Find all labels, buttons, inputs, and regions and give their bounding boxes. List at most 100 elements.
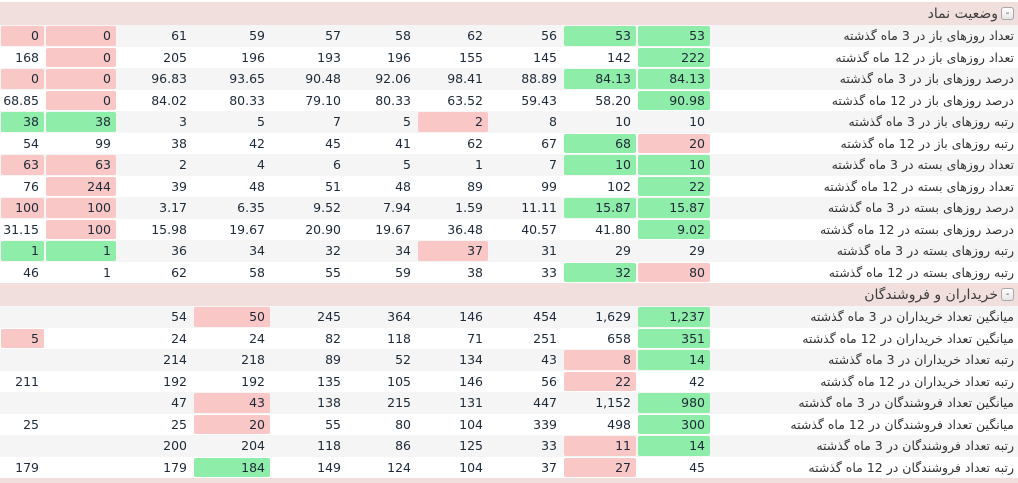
collapse-toggle-button[interactable]: - (1001, 7, 1014, 20)
value-bar: 45 (325, 135, 341, 151)
value-cell: 68 (563, 133, 637, 155)
positive-value-bar: 1 (1, 241, 44, 261)
value-cell: 222 (637, 47, 711, 69)
value-cell: 71 (417, 328, 489, 350)
value-cell: 155 (417, 47, 489, 69)
value-cell: 37 (489, 457, 563, 479)
negative-value-bar: 0 (46, 69, 116, 89)
value-bar: 498 (607, 416, 631, 432)
table-row: 211 192 192 135 105 146 56 22 42 رتبه تعداد خریدا… (0, 370, 1018, 393)
negative-value-bar: 0 (1, 26, 44, 46)
section-header: - وضعیت نماد (0, 2, 1018, 25)
value-bar: 142 (607, 49, 631, 65)
table-row: 54 50 245 364 146 454 1,629 1,237 میانگین تعداد … (0, 306, 1018, 328)
value-bar: 67 (541, 135, 557, 151)
value-bar: 33 (541, 438, 557, 454)
value-cell: 68.85 (0, 90, 45, 112)
value-cell: 63.52 (417, 90, 489, 112)
value-bar: 19.67 (375, 221, 411, 237)
value-bar (1, 393, 44, 413)
value-bar: 25 (23, 416, 39, 432)
value-cell: 24 (193, 328, 271, 350)
value-cell: 3.17 (117, 197, 193, 219)
value-bar: 205 (163, 49, 187, 65)
value-bar: 6 (333, 157, 341, 173)
table-row: 46 1 62 58 55 59 38 33 32 80 رتبه روزهای بسته در 1… (0, 261, 1018, 284)
value-cell: 20 (637, 133, 711, 155)
value-bar (1, 350, 44, 370)
value-bar: 86 (395, 438, 411, 454)
value-bar: 179 (15, 459, 39, 475)
value-cell: 51 (271, 176, 347, 198)
positive-value-bar: 15.87 (564, 198, 636, 218)
value-bar (1, 307, 44, 327)
value-bar: 7 (549, 157, 557, 173)
value-cell: 38 (117, 133, 193, 155)
value-cell: 146 (417, 306, 489, 328)
value-cell: 980 (637, 392, 711, 414)
value-bar: 59.43 (521, 92, 557, 108)
table-row: 168 0 205 196 193 196 155 145 142 222 تعداد روزهای… (0, 46, 1018, 69)
positive-value-bar: 15.87 (638, 198, 710, 218)
value-cell: 10 (637, 154, 711, 176)
value-cell: 7 (271, 111, 347, 133)
value-cell: 339 (489, 414, 563, 436)
value-cell: 63 (0, 154, 45, 176)
value-bar: 125 (459, 438, 483, 454)
value-bar: 54 (23, 135, 39, 151)
value-cell: 211 (0, 371, 45, 393)
value-cell: 36.48 (417, 219, 489, 241)
value-cell: 1,629 (563, 306, 637, 328)
negative-value-bar: 63 (46, 155, 116, 175)
value-cell: 498 (563, 414, 637, 436)
row-label: میانگین تعداد خریداران در 3 ماه گذشته (810, 309, 1014, 325)
value-cell: 62 (417, 25, 489, 47)
value-cell: 33 (489, 262, 563, 284)
value-bar: 215 (387, 395, 411, 411)
value-bar: 6.35 (237, 200, 265, 216)
positive-value-bar: 53 (564, 26, 636, 46)
value-cell: 146 (417, 371, 489, 393)
value-cell: 1 (417, 154, 489, 176)
value-cell: 54 (117, 306, 193, 328)
value-cell: 149 (271, 457, 347, 479)
value-cell: 15.87 (563, 197, 637, 219)
value-cell: 179 (0, 457, 45, 479)
value-cell: 134 (417, 349, 489, 371)
value-bar: 11.11 (521, 200, 557, 216)
value-bar: 80.33 (375, 92, 411, 108)
value-bar: 138 (317, 395, 341, 411)
value-cell: 138 (271, 392, 347, 414)
collapse-toggle-button[interactable]: - (1001, 288, 1014, 301)
value-cell: 3 (117, 111, 193, 133)
positive-value-bar: 14 (638, 350, 710, 370)
positive-value-bar: 14 (638, 436, 710, 456)
value-cell (0, 349, 45, 371)
value-cell: 55 (271, 414, 347, 436)
value-bar: 76 (23, 178, 39, 194)
value-bar: 37 (541, 459, 557, 475)
value-cell: 1 (45, 262, 117, 284)
value-cell: 2 (117, 154, 193, 176)
positive-value-bar: 90.98 (638, 90, 710, 110)
value-cell: 76 (0, 176, 45, 198)
value-bar: 36.48 (447, 221, 483, 237)
value-cell: 100 (0, 197, 45, 219)
value-bar: 155 (459, 49, 483, 65)
value-bar: 104 (459, 416, 483, 432)
value-bar: 47 (171, 395, 187, 411)
value-cell: 300 (637, 414, 711, 436)
value-cell: 34 (347, 240, 417, 262)
value-cell: 215 (347, 392, 417, 414)
value-bar: 131 (459, 395, 483, 411)
value-cell: 0 (45, 47, 117, 69)
row-label: رتبه تعداد خریداران در 3 ماه گذشته (828, 352, 1014, 368)
value-bar: 31 (541, 243, 557, 259)
value-cell: 184 (193, 457, 271, 479)
value-cell: 20 (193, 414, 271, 436)
value-cell: 9.02 (637, 219, 711, 241)
section-title: خریداران و فروشندگان (864, 286, 998, 303)
negative-value-bar: 27 (564, 457, 636, 477)
value-cell: 50 (193, 306, 271, 328)
